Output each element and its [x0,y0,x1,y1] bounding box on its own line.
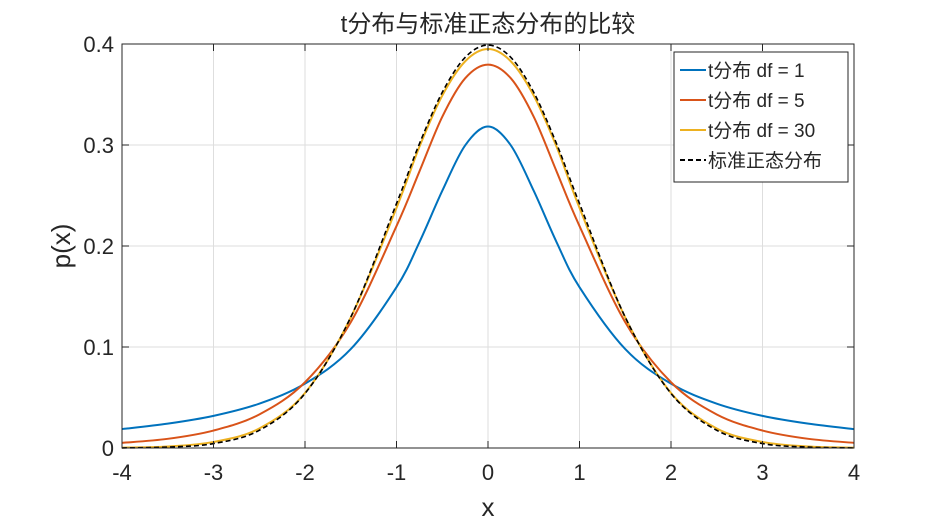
legend-label: 标准正态分布 [708,150,822,172]
y-tick-label: 0.3 [83,133,114,158]
x-tick-label: 1 [573,460,585,485]
x-tick-label: -1 [387,460,407,485]
chart-title: t分布与标准正态分布的比较 [341,11,636,38]
legend-label: t分布 df = 5 [708,90,805,112]
x-tick-label: 3 [756,460,768,485]
x-tick-label: 2 [665,460,677,485]
y-tick-label: 0.4 [83,32,114,57]
legend: t分布 df = 1 t分布 df = 5 t分布 df = 30 标准正态分布 [673,51,849,183]
y-axis-label: p(x) [46,224,76,269]
x-tick-label: -4 [112,460,132,485]
x-tick-label: -2 [295,460,315,485]
series-line-4 [121,44,855,449]
x-tick-label: -3 [204,460,224,485]
y-tick-label: 0 [102,436,114,461]
series-line-2 [121,63,855,444]
series-line-1 [121,125,855,431]
y-tick-label: 0.2 [83,234,114,259]
axis-ticks: -4 -3 -2 -1 0 1 2 3 4 0 0.1 0.2 0.3 0.4 [83,32,860,485]
legend-label: t分布 df = 1 [708,60,805,82]
x-tick-label: 0 [482,460,494,485]
legend-label: t分布 df = 30 [708,120,815,142]
legend-box [673,51,849,183]
y-tick-label: 0.1 [83,335,114,360]
x-tick-label: 4 [848,460,860,485]
x-axis-label: x [482,492,495,522]
